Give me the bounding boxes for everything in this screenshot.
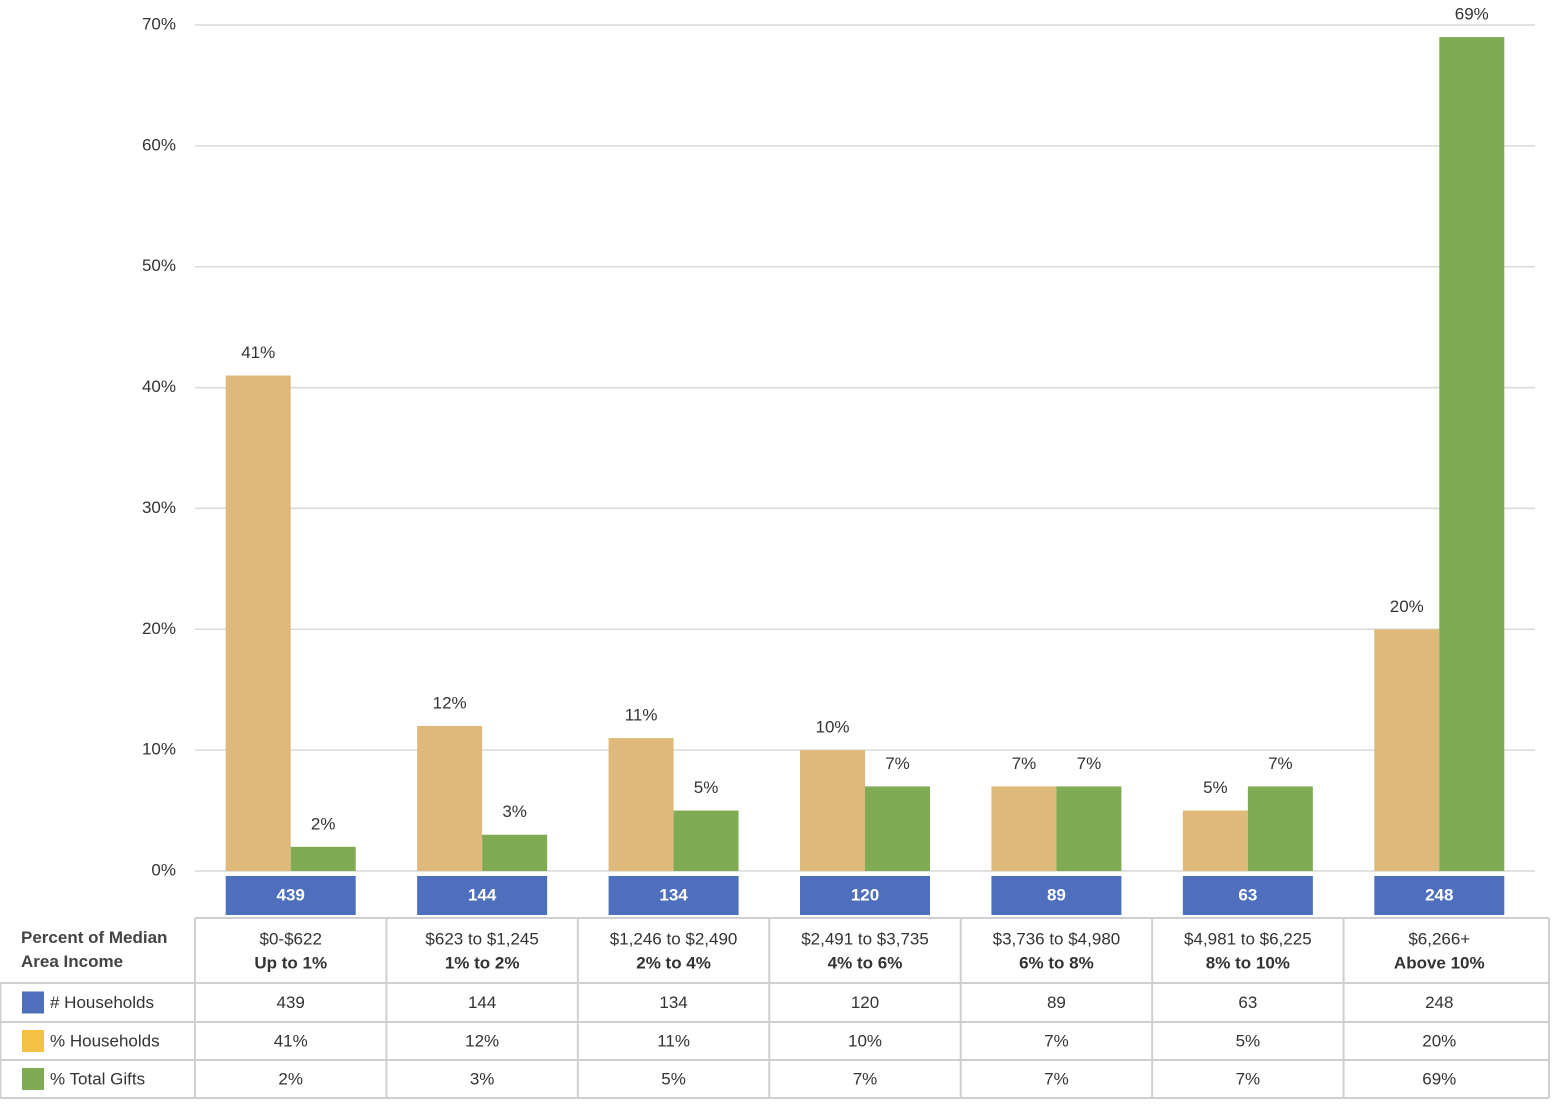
bar: [608, 738, 674, 871]
legend-label: % Total Gifts: [50, 1069, 145, 1088]
legend-swatch: [22, 1068, 44, 1090]
legend-label: # Households: [50, 993, 154, 1012]
category-sublabel: 6% to 8%: [1019, 953, 1094, 972]
data-label: 10%: [815, 718, 849, 737]
household-badge-label: 248: [1425, 885, 1453, 904]
table-cell: 20%: [1422, 1031, 1456, 1050]
category-label: $6,266+: [1408, 929, 1470, 948]
household-badge-label: 63: [1238, 885, 1257, 904]
table-cell: 3%: [470, 1069, 495, 1088]
household-badge-label: 439: [277, 885, 305, 904]
bar: [800, 750, 865, 871]
data-label: 41%: [241, 343, 275, 362]
table-cell: 439: [277, 993, 305, 1012]
bar: [865, 786, 930, 871]
data-label: 3%: [502, 802, 527, 821]
household-badge: [800, 876, 930, 915]
household-badge: [225, 876, 356, 915]
data-label: 69%: [1455, 5, 1489, 24]
table-cell: 89: [1047, 993, 1066, 1012]
data-label: 12%: [433, 693, 467, 712]
data-label: 7%: [1012, 754, 1037, 773]
data-label: 5%: [694, 778, 719, 797]
y-tick-label: 30%: [142, 498, 176, 517]
household-badge-label: 144: [468, 885, 497, 904]
data-label: 5%: [1203, 778, 1228, 797]
bar: [673, 810, 739, 871]
category-sublabel: 2% to 4%: [636, 953, 711, 972]
category-sublabel: Up to 1%: [254, 953, 327, 972]
y-tick-label: 70%: [142, 14, 176, 33]
table-cell: 7%: [1044, 1069, 1069, 1088]
data-label: 2%: [311, 814, 336, 833]
bar: [290, 846, 356, 871]
household-badge: [608, 876, 739, 915]
household-badge-label: 134: [659, 885, 688, 904]
household-badge: [1182, 876, 1313, 915]
table-cell: 7%: [1236, 1069, 1261, 1088]
table-header: Percent of Median Area Income: [21, 928, 168, 971]
y-tick-label: 20%: [142, 619, 176, 638]
legend-swatch: [22, 991, 44, 1014]
category-label: $1,246 to $2,490: [610, 929, 738, 948]
data-label: 7%: [1077, 754, 1102, 773]
table-cell: 144: [468, 993, 496, 1012]
table-cell: 41%: [274, 1031, 308, 1050]
category-sublabel: Above 10%: [1394, 953, 1485, 972]
bar: [1182, 810, 1248, 871]
data-label: 20%: [1390, 597, 1424, 616]
data-label: 7%: [885, 754, 910, 773]
household-badge-label: 89: [1047, 885, 1066, 904]
y-tick-label: 40%: [142, 377, 176, 396]
household-badge: [417, 876, 548, 915]
category-label: $623 to $1,245: [425, 929, 538, 948]
table-cell: 63: [1238, 993, 1257, 1012]
table-cell: 10%: [848, 1031, 882, 1050]
bar: [991, 786, 1057, 871]
table-cell: 5%: [1236, 1031, 1261, 1050]
bar: [417, 725, 483, 871]
table-cell: 120: [851, 993, 879, 1012]
bar: [482, 834, 548, 871]
table-cell: 69%: [1422, 1069, 1456, 1088]
table-cell: 248: [1425, 993, 1453, 1012]
legend-swatch: [22, 1030, 44, 1052]
bar: [1374, 629, 1440, 871]
category-sublabel: 4% to 6%: [828, 953, 903, 972]
y-tick-label: 60%: [142, 135, 176, 154]
bar: [1439, 37, 1505, 872]
bar: [1247, 786, 1313, 871]
table-cell: 2%: [278, 1069, 303, 1088]
bar: [1056, 786, 1122, 871]
data-label: 7%: [1268, 754, 1293, 773]
category-label: $2,491 to $3,735: [801, 929, 929, 948]
legend-label: % Households: [50, 1031, 160, 1050]
table-cell: 12%: [465, 1031, 499, 1050]
household-badge: [1374, 876, 1505, 915]
table-cell: 7%: [1044, 1031, 1069, 1050]
y-tick-label: 10%: [142, 740, 176, 759]
y-tick-label: 50%: [142, 256, 176, 275]
category-label: $0-$622: [260, 929, 322, 948]
table-header-cell: Percent of Median Area Income: [21, 928, 168, 971]
category-label: $3,736 to $4,980: [993, 929, 1121, 948]
table-cell: 134: [659, 993, 687, 1012]
household-badge: [991, 876, 1122, 915]
category-sublabel: 1% to 2%: [445, 953, 520, 972]
table-cell: 7%: [853, 1069, 878, 1088]
category-sublabel: 8% to 10%: [1206, 953, 1290, 972]
table-cell: 11%: [657, 1031, 690, 1050]
table-cell: 5%: [661, 1069, 686, 1088]
bar: [225, 375, 291, 871]
y-tick-label: 0%: [151, 860, 176, 879]
category-label: $4,981 to $6,225: [1184, 929, 1312, 948]
household-badge-label: 120: [851, 885, 879, 904]
data-label: 11%: [625, 706, 658, 725]
